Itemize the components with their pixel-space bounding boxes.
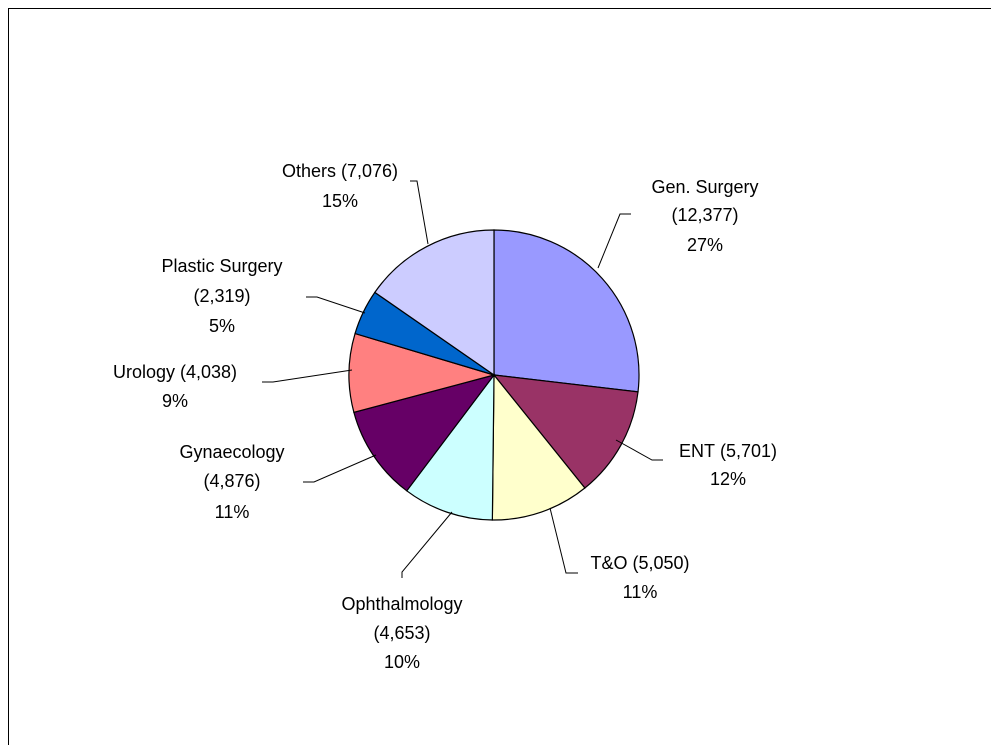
label-line: 5% bbox=[209, 316, 235, 336]
leader-line bbox=[262, 369, 353, 383]
value-label: (2,319) bbox=[193, 286, 250, 306]
pie-slice bbox=[493, 229, 640, 393]
slice-label: Urology (4,038) 9% bbox=[113, 362, 237, 411]
pie-slice bbox=[492, 374, 639, 489]
pie-slice bbox=[373, 229, 495, 377]
value-label: (4,038) bbox=[180, 362, 237, 382]
percent-label: 15% bbox=[322, 191, 358, 211]
percent-label: 12% bbox=[710, 469, 746, 489]
percent-label: 10% bbox=[384, 652, 420, 672]
label-line: 11% bbox=[215, 502, 250, 522]
pie-slice bbox=[491, 373, 586, 521]
label-line: Plastic Surgery bbox=[161, 256, 282, 276]
label-line: 15% bbox=[322, 191, 358, 211]
slice-label: Gynaecology (4,876) 11% bbox=[179, 442, 284, 522]
leader-line bbox=[549, 507, 578, 574]
percent-label: 27% bbox=[687, 235, 723, 255]
percent-label: 11% bbox=[623, 582, 658, 602]
category-label: ENT bbox=[679, 441, 715, 461]
value-label: (4,653) bbox=[373, 623, 430, 643]
value-label: (4,876) bbox=[203, 471, 260, 491]
category-label: T&O bbox=[590, 553, 627, 573]
label-line: Others (7,076) bbox=[282, 161, 398, 181]
value-label: (7,076) bbox=[341, 161, 398, 181]
value-label: (12,377) bbox=[671, 205, 738, 225]
label-line: Gen. Surgery bbox=[651, 177, 758, 197]
leader-line bbox=[615, 439, 663, 461]
percent-label: 9% bbox=[162, 391, 188, 411]
label-line: Gynaecology bbox=[179, 442, 284, 462]
pie-slice bbox=[405, 373, 495, 521]
label-line: ENT (5,701) bbox=[679, 441, 777, 461]
slice-label: Others (7,076) 15% bbox=[282, 161, 398, 211]
slice-label: Plastic Surgery (2,319) 5% bbox=[161, 256, 282, 336]
label-line: Ophthalmology bbox=[341, 594, 462, 614]
label-line: 10% bbox=[384, 652, 420, 672]
category-label: Gen. Surgery bbox=[651, 177, 758, 197]
leader-line bbox=[306, 296, 366, 314]
leader-line bbox=[401, 511, 453, 578]
label-line: Urology (4,038) bbox=[113, 362, 237, 382]
leader-line bbox=[303, 454, 377, 483]
percent-label: 11% bbox=[215, 502, 250, 522]
slice-label: ENT (5,701) 12% bbox=[679, 441, 777, 489]
label-line: T&O (5,050) bbox=[590, 553, 689, 573]
label-line: 12% bbox=[710, 469, 746, 489]
category-label: Urology bbox=[113, 362, 175, 382]
label-line: 27% bbox=[687, 235, 723, 255]
value-label: (5,050) bbox=[632, 553, 689, 573]
category-label: Others bbox=[282, 161, 336, 181]
label-line: (4,653) bbox=[373, 623, 430, 643]
slice-label: Gen. Surgery (12,377) 27% bbox=[651, 177, 758, 255]
leader-line bbox=[410, 180, 429, 245]
label-line: 11% bbox=[623, 582, 658, 602]
value-label: (5,701) bbox=[720, 441, 777, 461]
leader-line bbox=[597, 213, 631, 269]
slice-label: T&O (5,050) 11% bbox=[590, 553, 689, 602]
label-line: (4,876) bbox=[203, 471, 260, 491]
category-label: Plastic Surgery bbox=[161, 256, 282, 276]
label-line: (12,377) bbox=[671, 205, 738, 225]
category-label: Gynaecology bbox=[179, 442, 284, 462]
label-line: 9% bbox=[162, 391, 188, 411]
label-line: (2,319) bbox=[193, 286, 250, 306]
slice-label: Ophthalmology (4,653) 10% bbox=[341, 594, 462, 672]
category-label: Ophthalmology bbox=[341, 594, 462, 614]
percent-label: 5% bbox=[209, 316, 235, 336]
